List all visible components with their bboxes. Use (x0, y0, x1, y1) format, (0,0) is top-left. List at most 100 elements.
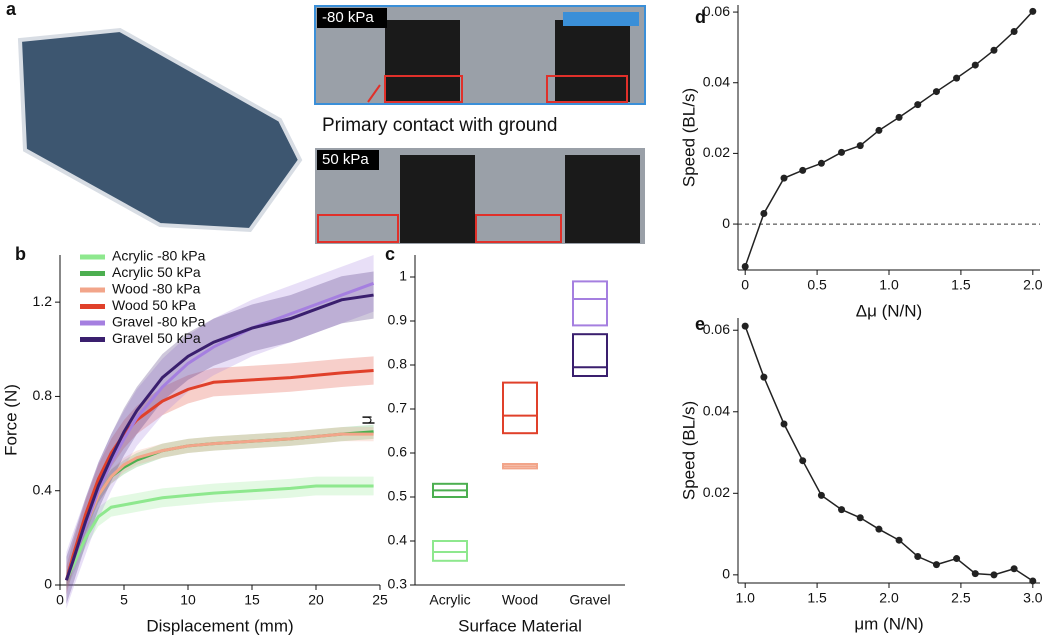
photo-label: -80 kPa (322, 9, 374, 26)
x-tick-label: 3.0 (1023, 590, 1043, 606)
y-axis-label: Speed (BL/s) (679, 401, 698, 500)
panel-label: a (6, 0, 17, 19)
pad (565, 155, 640, 243)
legend-label: Gravel -80 kPa (112, 314, 206, 330)
x-tick-label: 0.5 (807, 277, 827, 293)
x-tick-label: 0 (741, 277, 749, 293)
point (932, 561, 940, 569)
point (914, 101, 922, 109)
point (895, 113, 903, 121)
panel-label: b (15, 244, 26, 264)
line (744, 325, 1034, 582)
y-tick-label: 0 (722, 566, 730, 582)
y-tick-label: 0.06 (703, 321, 730, 337)
y-tick-label: 0.6 (388, 444, 408, 460)
x-tick-label: Gravel (569, 592, 610, 608)
x-tick-label: 10 (180, 592, 196, 608)
x-tick-label: 0 (56, 592, 64, 608)
point (760, 373, 768, 381)
x-tick-label: 15 (244, 592, 260, 608)
error-band (66, 424, 374, 588)
box (432, 540, 468, 562)
photo-label: 50 kPa (322, 151, 369, 168)
point (953, 74, 961, 82)
point (914, 553, 922, 560)
error-band (66, 271, 374, 604)
point (817, 491, 825, 499)
y-tick-label: 0.4 (33, 481, 53, 497)
line (64, 369, 374, 581)
legend-label: Wood 50 kPa (112, 297, 196, 313)
point (799, 457, 807, 465)
y-tick-label: 0.8 (388, 356, 408, 372)
box (502, 381, 538, 435)
pad (555, 20, 630, 102)
contact-box (475, 214, 562, 243)
x-tick-label: Wood (502, 592, 538, 608)
y-tick-label: 0.02 (703, 144, 730, 160)
point (1010, 28, 1018, 35)
y-tick-label: 0.04 (703, 402, 730, 418)
point (875, 525, 883, 533)
y-tick-label: 0.7 (388, 400, 408, 416)
panel-label: e (695, 314, 705, 334)
point (838, 506, 846, 514)
photo-panel: a -80 kPa 50 kPa Primary contact with gr… (6, 0, 646, 244)
scale-bar (563, 12, 639, 26)
x-tick-label: 5 (120, 592, 128, 608)
x-tick-label: 1.5 (807, 590, 827, 606)
x-axis-label: Displacement (mm) (146, 616, 293, 635)
y-tick-label: 0 (44, 576, 52, 592)
point (838, 148, 846, 156)
point (799, 166, 807, 174)
y-tick-label: 0 (722, 215, 730, 231)
point (856, 142, 864, 150)
point (895, 536, 903, 544)
contact-box (546, 75, 628, 103)
y-tick-label: 0.06 (703, 3, 730, 19)
panel-label: c (385, 244, 395, 264)
point (1029, 577, 1037, 585)
x-axis-label: μm (N/N) (854, 614, 923, 633)
y-tick-label: 0.9 (388, 312, 408, 328)
point (741, 262, 749, 270)
point (1029, 7, 1037, 15)
legend-label: Acrylic 50 kPa (112, 264, 201, 280)
y-tick-label: 0.04 (703, 73, 730, 89)
legend-label: Wood -80 kPa (112, 281, 201, 297)
pad (400, 155, 475, 243)
error-band (66, 476, 374, 590)
line (64, 293, 374, 581)
x-tick-label: 25 (372, 592, 388, 608)
point (953, 555, 961, 563)
point (875, 126, 883, 134)
x-axis-label: Surface Material (458, 616, 582, 635)
label-bg (317, 150, 379, 170)
annotation: Primary contact with ground (322, 115, 558, 136)
x-axis-label: Δμ (N/N) (856, 301, 922, 320)
legend-label: Acrylic -80 kPa (112, 248, 206, 264)
point (856, 514, 864, 522)
x-tick-label: 1.5 (951, 277, 971, 293)
point (780, 420, 788, 428)
point (760, 209, 768, 217)
y-tick-label: 1 (399, 268, 407, 284)
point (990, 571, 998, 579)
line (64, 281, 375, 581)
y-tick-label: 0.8 (33, 387, 53, 403)
x-tick-label: 1.0 (879, 277, 899, 293)
point (1010, 565, 1018, 573)
y-tick-label: 0.5 (388, 488, 408, 504)
box (572, 280, 608, 327)
y-axis-label: Force (N) (1, 384, 20, 456)
contact-box (317, 214, 399, 243)
point (932, 88, 940, 96)
y-tick-label: 0.3 (388, 576, 408, 592)
box (572, 333, 608, 378)
x-tick-label: 2.0 (879, 590, 899, 606)
label-bg (317, 8, 387, 28)
legend-label: Gravel 50 kPa (112, 330, 201, 346)
x-tick-label: 2.0 (1023, 277, 1043, 293)
point (741, 322, 749, 330)
